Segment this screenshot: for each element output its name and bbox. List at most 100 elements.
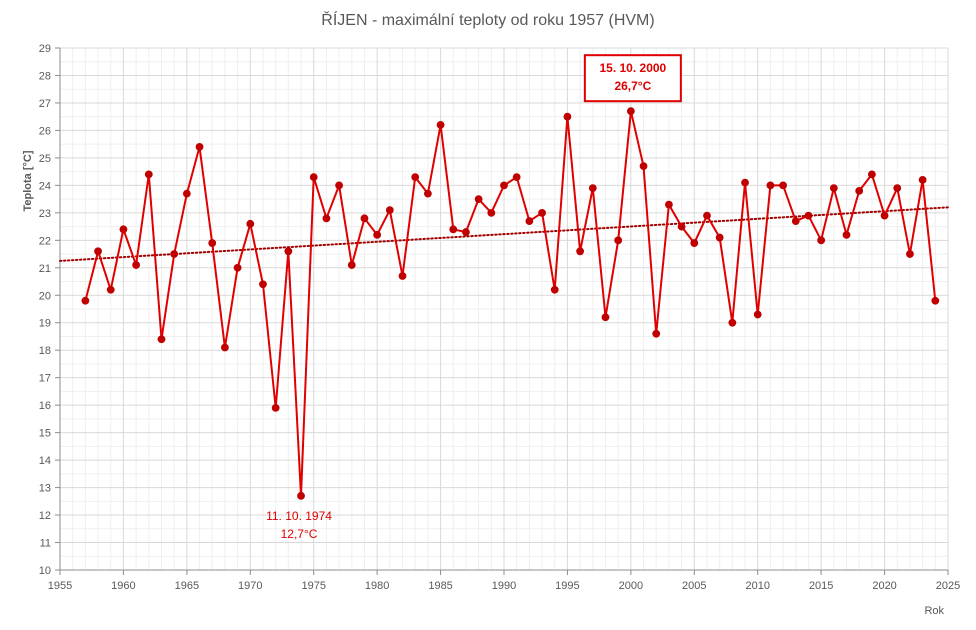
data-point [474, 195, 483, 204]
data-point [715, 233, 724, 242]
y-tick-label: 22 [39, 235, 51, 247]
data-point [677, 222, 686, 231]
data-point [119, 225, 128, 234]
y-tick-label: 18 [39, 345, 51, 357]
data-point [221, 343, 229, 352]
data-point [665, 200, 673, 209]
data-point [195, 143, 204, 151]
data-point [639, 162, 648, 171]
data-point [652, 329, 661, 338]
data-point [106, 285, 115, 294]
data-point [779, 181, 787, 190]
y-tick-label: 28 [39, 70, 51, 82]
annotation-layer: 15. 10. 2000 26,7°C 11. 10. 1974 12,7°C [266, 54, 682, 541]
data-point [81, 296, 90, 305]
data-point [791, 217, 800, 225]
data-point [525, 217, 534, 225]
y-tick-label: 16 [39, 400, 51, 412]
data-point [487, 208, 496, 217]
data-point [728, 318, 737, 327]
data-point [385, 206, 394, 214]
data-point [817, 236, 826, 245]
data-point [271, 404, 280, 412]
data-point [538, 208, 546, 217]
y-tick-label: 25 [39, 153, 51, 165]
x-tick-label: 2015 [809, 580, 833, 592]
trend-line [59, 206, 949, 262]
series-layer [81, 107, 940, 500]
data-point [588, 184, 597, 193]
data-point [398, 272, 407, 280]
data-point [322, 214, 331, 223]
x-axis-title: Rok [924, 605, 944, 617]
grid-layer [59, 47, 949, 571]
x-tick-label: 1965 [175, 580, 199, 592]
data-point [347, 261, 356, 269]
data-point [690, 239, 699, 247]
data-point [411, 173, 420, 182]
y-tick-label: 29 [39, 43, 51, 55]
data-point [550, 285, 559, 294]
x-tick-label: 1985 [428, 580, 452, 592]
data-point [132, 261, 141, 269]
data-point [563, 112, 572, 121]
annotation-text: 26,7°C [614, 79, 651, 93]
x-tick-label: 1970 [238, 580, 262, 592]
y-tick-label: 14 [39, 455, 51, 467]
data-point [297, 491, 305, 500]
data-point [449, 225, 458, 234]
data-point [601, 313, 610, 322]
data-point [880, 211, 889, 220]
y-tick-label: 17 [39, 373, 51, 385]
annotation-text: 15. 10. 2000 [599, 61, 666, 75]
x-tick-label: 1975 [301, 580, 325, 592]
data-point [842, 230, 851, 239]
y-axis-title: Teplota [°C] [22, 150, 34, 211]
data-point [855, 186, 864, 195]
axis-layer: 1955 1960 1965 1970 1975 1980 1985 1990 1995 2000… [22, 43, 960, 617]
y-tick-label: 19 [39, 318, 51, 330]
annotation-box [583, 54, 682, 103]
y-tick-label: 13 [39, 483, 51, 495]
data-point [753, 310, 762, 319]
data-point [246, 219, 255, 228]
data-point [626, 107, 635, 116]
data-point [500, 181, 508, 190]
data-point [94, 247, 102, 256]
x-tick-label: 1955 [48, 580, 72, 592]
x-tick-label: 1960 [111, 580, 135, 592]
annotation-text: 12,7°C [281, 527, 318, 541]
data-point [893, 184, 902, 193]
data-point [804, 211, 813, 220]
data-point [284, 247, 293, 256]
data-point [766, 181, 775, 190]
x-tick-label: 2020 [872, 580, 896, 592]
data-point [436, 121, 445, 129]
y-tick-label: 26 [39, 125, 51, 137]
data-point [259, 280, 267, 289]
data-point [182, 189, 191, 198]
x-tick-label: 2010 [745, 580, 769, 592]
y-tick-label: 15 [39, 428, 51, 440]
y-tick-label: 11 [40, 538, 51, 550]
x-tick-label: 1980 [365, 580, 389, 592]
data-point [867, 170, 876, 179]
x-tick-label: 1995 [555, 580, 579, 592]
y-tick-label: 10 [39, 565, 51, 577]
y-tick-label: 20 [39, 290, 51, 302]
y-tick-label: 24 [39, 180, 51, 192]
data-point [157, 335, 166, 344]
series-line [84, 110, 937, 497]
data-point [741, 178, 749, 187]
chart-title: ŘÍJEN - maximální teploty od roku 1957 (… [321, 12, 655, 29]
data-point [335, 181, 343, 190]
y-tick-label: 27 [39, 98, 51, 110]
x-tick-label: 2000 [619, 580, 643, 592]
data-point [703, 211, 711, 220]
annotation-text: 11. 10. 1974 [266, 509, 332, 523]
data-point [144, 170, 153, 179]
x-tick-label: 2005 [682, 580, 706, 592]
data-point [829, 184, 838, 193]
